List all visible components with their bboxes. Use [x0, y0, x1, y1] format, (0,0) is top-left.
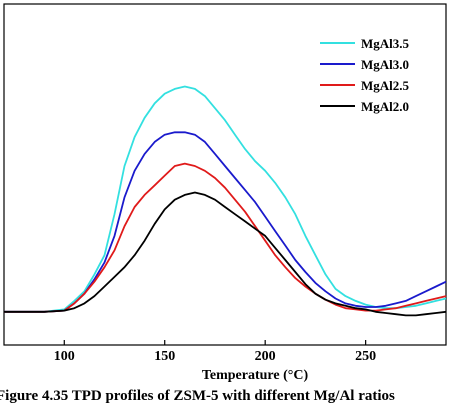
legend-label: MgAl2.0: [361, 99, 409, 114]
x-axis-ticks: 100 150 200 250: [54, 340, 376, 364]
series-line-mgal2-0: [4, 191, 447, 317]
legend-label: MgAl3.0: [361, 57, 409, 72]
x-tick-label: 250: [355, 349, 376, 364]
legend: MgAl3.5 MgAl3.0 MgAl2.5 MgAl2.0: [320, 36, 410, 114]
plot-frame: [3, 3, 447, 346]
figure-caption: Figure 4.35 TPD profiles of ZSM-5 with d…: [0, 388, 395, 404]
x-axis-title: Temperature (°C): [202, 368, 309, 383]
legend-label: MgAl3.5: [361, 36, 410, 51]
x-tick-label: 150: [154, 349, 175, 364]
series-line-mgal2-5: [4, 162, 447, 313]
series-line-mgal3-0: [4, 131, 447, 313]
x-tick-label: 100: [54, 349, 75, 364]
x-tick-label: 200: [255, 349, 276, 364]
legend-label: MgAl2.5: [361, 78, 410, 93]
series-line-mgal3-5: [4, 85, 447, 313]
series-layer: [4, 85, 447, 317]
